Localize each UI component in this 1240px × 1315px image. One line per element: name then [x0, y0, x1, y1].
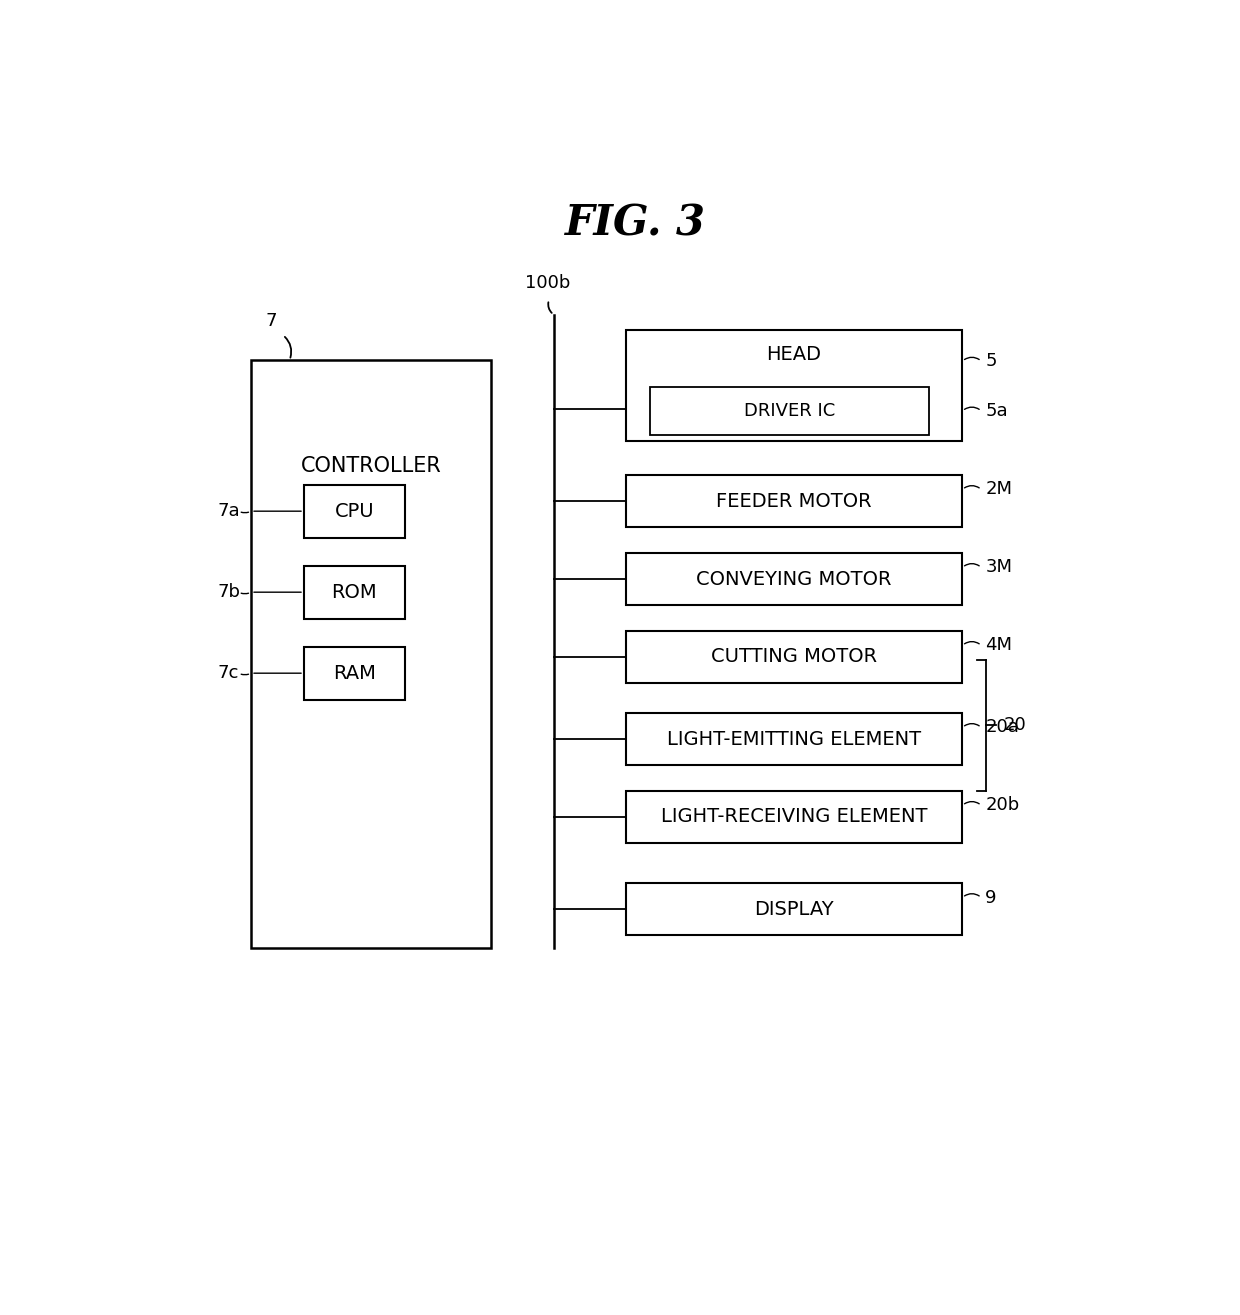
Text: 20a: 20a: [986, 718, 1019, 736]
Text: 4M: 4M: [986, 636, 1012, 655]
Text: 5: 5: [986, 352, 997, 370]
Text: 7c: 7c: [217, 664, 239, 682]
Text: RAM: RAM: [334, 664, 376, 682]
Text: HEAD: HEAD: [766, 345, 822, 364]
Text: 20: 20: [1003, 717, 1027, 734]
Text: CPU: CPU: [335, 502, 374, 521]
Bar: [626, 631, 962, 684]
Bar: [304, 565, 405, 618]
Text: DISPLAY: DISPLAY: [754, 899, 833, 919]
Text: 20b: 20b: [986, 797, 1019, 814]
Bar: [650, 387, 929, 435]
Text: 7: 7: [265, 312, 277, 330]
Text: 2M: 2M: [986, 480, 1012, 498]
Bar: [626, 713, 962, 765]
Text: 5a: 5a: [986, 402, 1008, 419]
Text: LIGHT-EMITTING ELEMENT: LIGHT-EMITTING ELEMENT: [667, 730, 921, 748]
Text: FEEDER MOTOR: FEEDER MOTOR: [717, 492, 872, 510]
Text: 100b: 100b: [525, 275, 570, 292]
Text: 7a: 7a: [217, 502, 241, 521]
Bar: [626, 552, 962, 605]
Text: ROM: ROM: [331, 583, 377, 602]
Bar: [250, 360, 491, 948]
Text: CUTTING MOTOR: CUTTING MOTOR: [711, 647, 877, 667]
Text: FIG. 3: FIG. 3: [565, 203, 706, 245]
Text: 7b: 7b: [217, 583, 241, 601]
Bar: [626, 882, 962, 935]
Text: DRIVER IC: DRIVER IC: [744, 402, 835, 419]
Bar: [626, 330, 962, 442]
Bar: [304, 485, 405, 538]
Text: 9: 9: [986, 889, 997, 906]
Text: 3M: 3M: [986, 559, 1012, 576]
Bar: [304, 647, 405, 700]
Text: LIGHT-RECEIVING ELEMENT: LIGHT-RECEIVING ELEMENT: [661, 807, 928, 826]
Bar: [626, 475, 962, 527]
Text: CONVEYING MOTOR: CONVEYING MOTOR: [697, 569, 892, 589]
Text: CONTROLLER: CONTROLLER: [301, 456, 441, 476]
Bar: [626, 790, 962, 843]
